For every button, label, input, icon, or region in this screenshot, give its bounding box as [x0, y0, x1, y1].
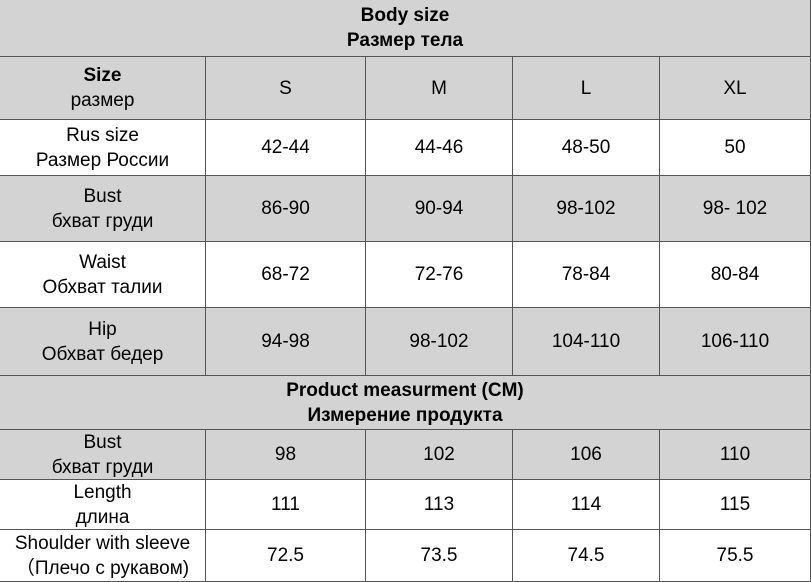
value: 98- 102 [702, 198, 768, 219]
value: 50 [724, 137, 746, 158]
value: 104-110 [551, 331, 621, 352]
value: 44-46 [414, 137, 464, 158]
value: 68-72 [261, 264, 310, 285]
value-cell: 111 [206, 480, 366, 530]
value-cell: 90-94 [366, 176, 513, 242]
section-header: Body size Размер тела [0, 0, 811, 57]
section-subtitle: Измерение продукта [307, 404, 503, 426]
value: 98-102 [409, 331, 469, 352]
label: Length [73, 481, 132, 503]
value-cell: 106 [513, 430, 660, 480]
value-cell: 86-90 [206, 176, 366, 242]
value-cell: 50 [660, 120, 811, 176]
value: 73.5 [420, 545, 458, 566]
value-cell: 68-72 [206, 242, 366, 308]
section-header: Product measurment (CM) Измерение продукт… [0, 376, 811, 430]
value-cell: S [206, 57, 366, 120]
label: Bust [83, 185, 122, 207]
row-label: Bust бхват груди [0, 430, 206, 480]
value-cell: 44-46 [366, 120, 513, 176]
value: 106-110 [700, 331, 770, 352]
value-cell: 98-102 [513, 176, 660, 242]
sublabel: размер [70, 90, 135, 111]
value: 106 [570, 444, 602, 465]
label: Shoulder with sleeve [14, 532, 191, 554]
value: L [580, 77, 592, 99]
value: 114 [570, 494, 602, 515]
sublabel: бхват груди [51, 456, 154, 478]
row-label: Size размер [0, 57, 206, 120]
value-cell: 42-44 [206, 120, 366, 176]
value-cell: 115 [660, 480, 811, 530]
value-cell: 114 [513, 480, 660, 530]
section-title: Product measurment (CM) [286, 379, 524, 401]
value: 111 [271, 494, 300, 515]
value: 78-84 [561, 264, 611, 285]
label: Bust [83, 431, 122, 453]
value: 80-84 [710, 264, 760, 285]
row-label: Hip Обхват бедер [0, 308, 206, 376]
sublabel: （Плечо с рукавом) [15, 557, 190, 579]
value: 74.5 [567, 545, 605, 566]
value-cell: M [366, 57, 513, 120]
value-cell: 74.5 [513, 530, 660, 582]
value-cell: 48-50 [513, 120, 660, 176]
value-cell: 72-76 [366, 242, 513, 308]
value: 113 [423, 494, 455, 515]
value-cell: 98- 102 [660, 176, 811, 242]
sublabel: Обхват талии [42, 276, 163, 298]
label: Rus size [66, 124, 139, 146]
value-cell: 72.5 [206, 530, 366, 582]
section-title: Body size [360, 5, 450, 26]
value-cell: 94-98 [206, 308, 366, 376]
value-cell: 113 [366, 480, 513, 530]
section-subtitle: Размер тела [346, 30, 464, 51]
value: XL [723, 77, 747, 99]
label: Waist [79, 251, 126, 273]
row-label: Shoulder with sleeve （Плечо с рукавом) [0, 530, 206, 582]
value: 72.5 [267, 545, 304, 566]
value: 115 [719, 494, 751, 515]
value-cell: 106-110 [660, 308, 811, 376]
value: 94-98 [261, 331, 310, 352]
sublabel: бхват груди [51, 210, 154, 232]
value: 110 [719, 444, 751, 465]
value-cell: XL [660, 57, 811, 120]
row-label: Waist Обхват талии [0, 242, 206, 308]
value: 86-90 [261, 198, 310, 219]
value-cell: 102 [366, 430, 513, 480]
value: 72-76 [414, 264, 464, 285]
value: 75.5 [716, 545, 754, 566]
value-cell: 98 [206, 430, 366, 480]
value: 102 [423, 444, 455, 465]
row-label: Rus size Размер России [0, 120, 206, 176]
row-label: Length длина [0, 480, 206, 530]
value-cell: 75.5 [660, 530, 811, 582]
value-cell: 98-102 [366, 308, 513, 376]
value: 98-102 [556, 198, 616, 219]
value: M [431, 77, 447, 99]
value: S [279, 77, 292, 99]
sublabel: длина [75, 506, 130, 528]
value: 48-50 [561, 137, 611, 158]
value-cell: 110 [660, 430, 811, 480]
sublabel: Размер России [35, 149, 170, 171]
value: 42-44 [261, 137, 310, 158]
value-cell: 80-84 [660, 242, 811, 308]
label: Size [83, 65, 122, 86]
value: 90-94 [414, 198, 464, 219]
sublabel: Обхват бедер [41, 343, 164, 365]
label: Hip [88, 318, 117, 340]
value-cell: 104-110 [513, 308, 660, 376]
value: 98 [274, 444, 297, 465]
value-cell: L [513, 57, 660, 120]
value-cell: 73.5 [366, 530, 513, 582]
value-cell: 78-84 [513, 242, 660, 308]
row-label: Bust бхват груди [0, 176, 206, 242]
